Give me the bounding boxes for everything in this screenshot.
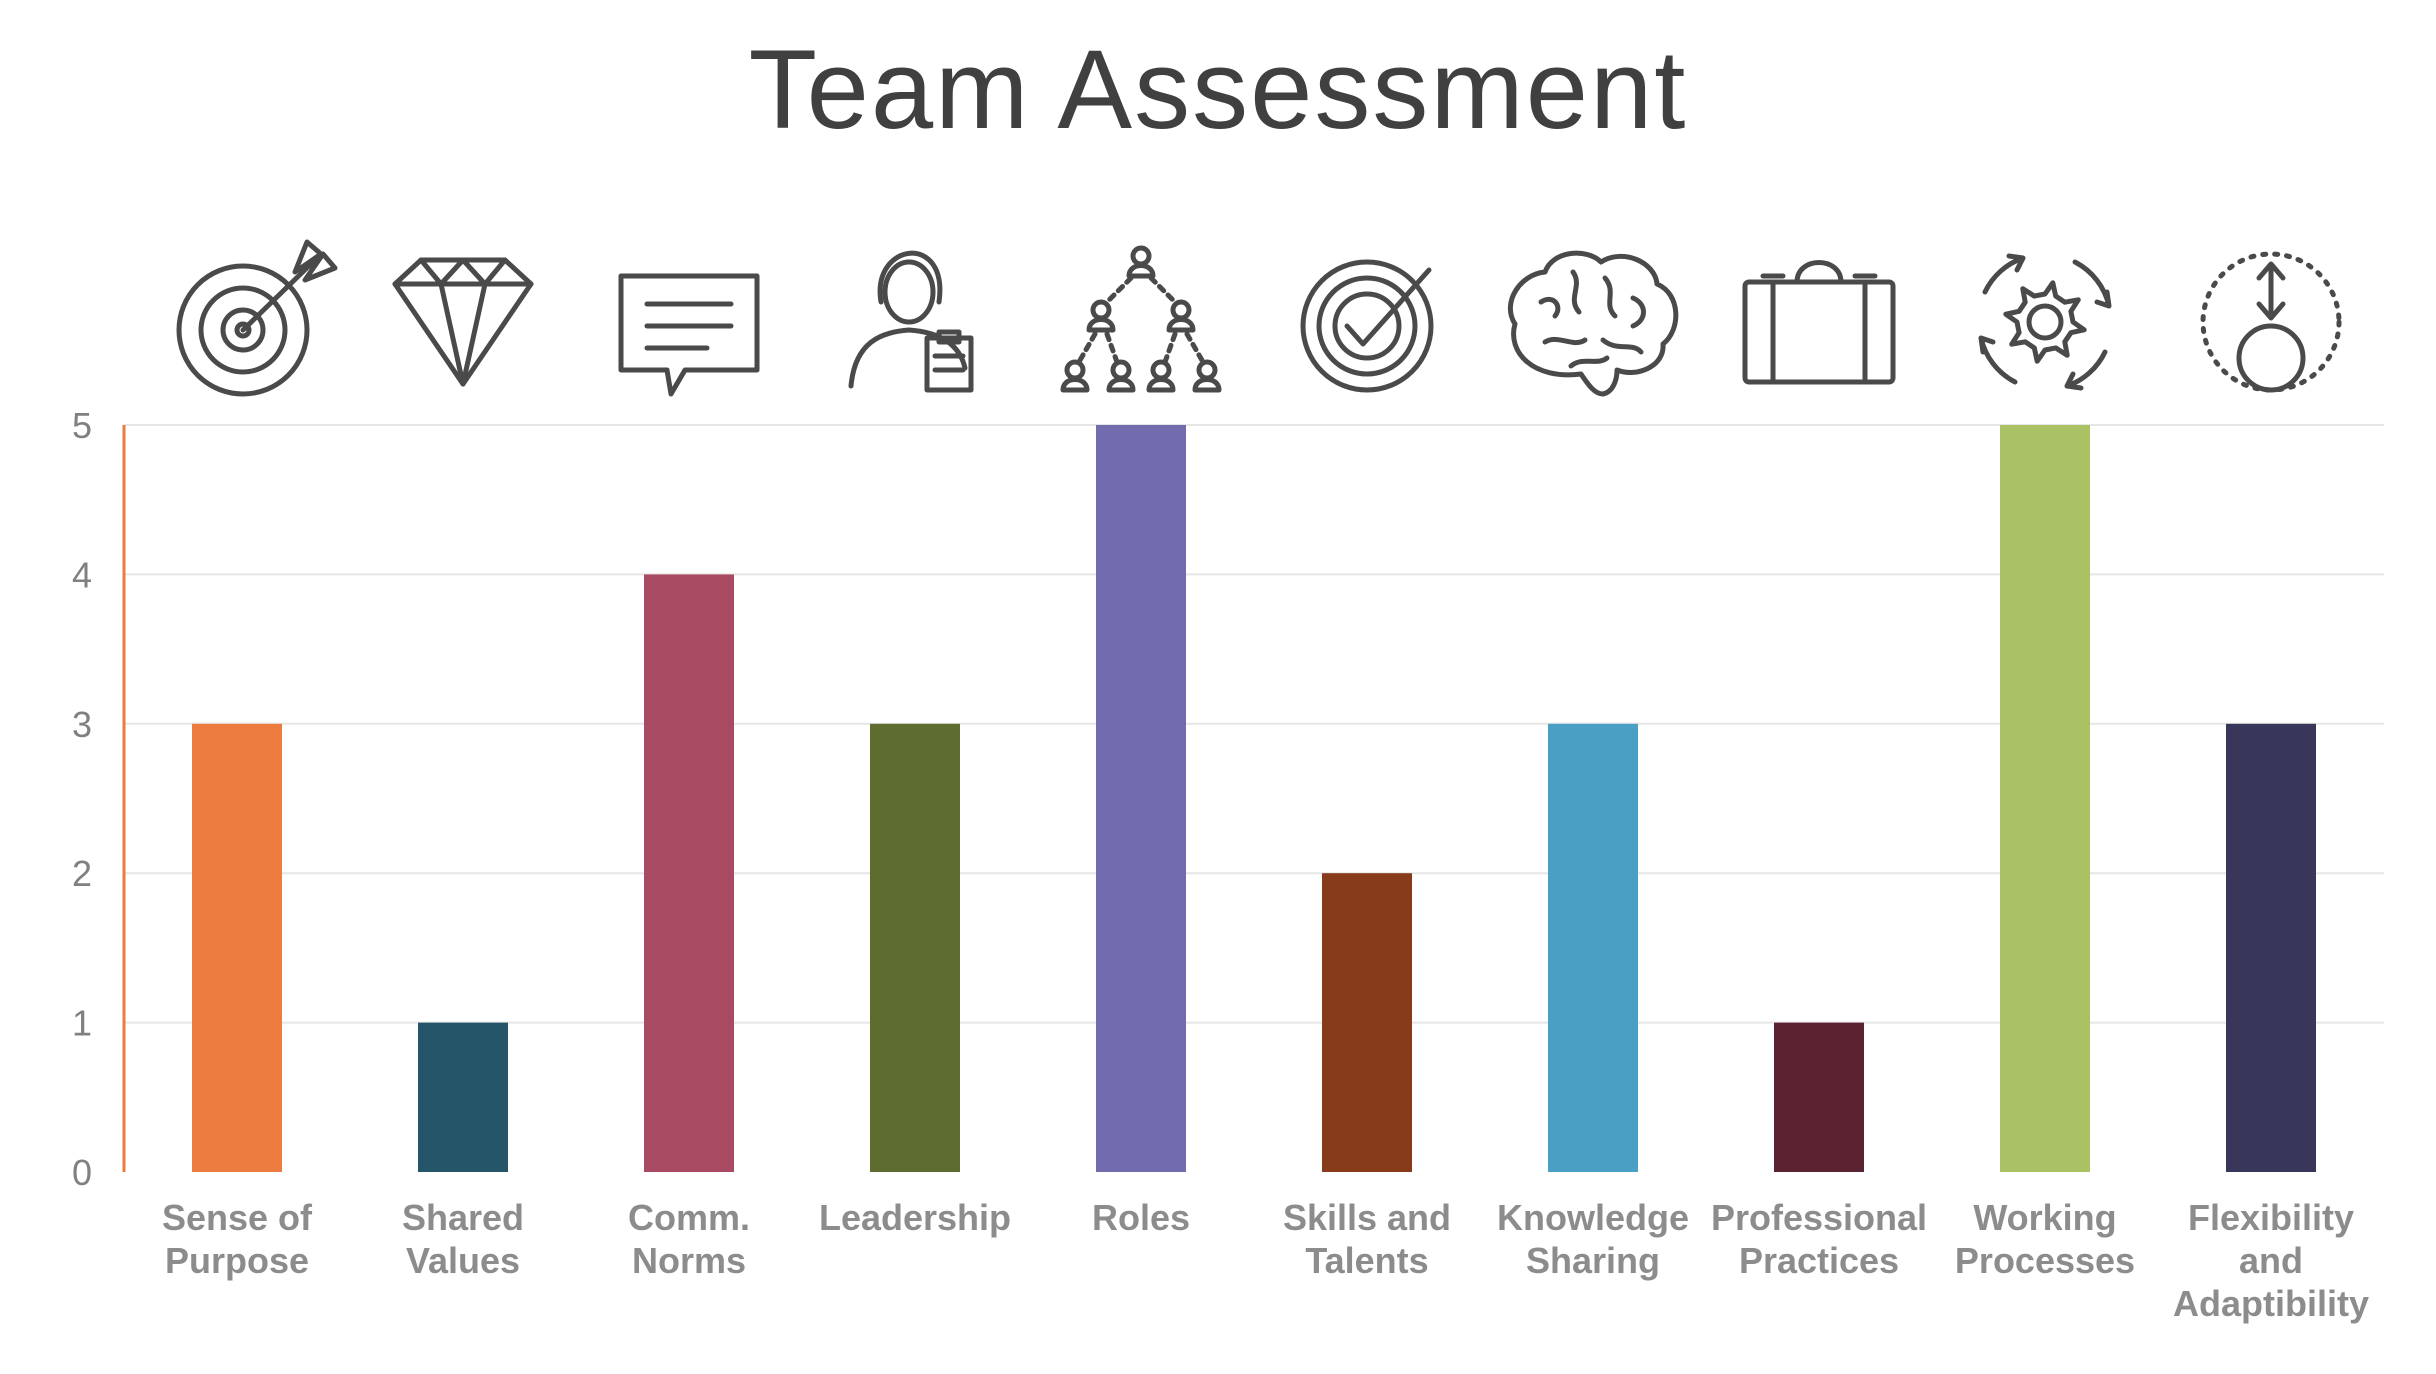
- x-tick-label: Sense of Purpose: [162, 1197, 313, 1281]
- bar: [1322, 873, 1412, 1172]
- y-tick-label: 4: [72, 554, 92, 595]
- x-tick-label: Working Processes: [1955, 1197, 2135, 1281]
- gear-cycle-icon: [1978, 253, 2112, 391]
- y-tick-label: 0: [72, 1152, 92, 1193]
- bar: [1548, 723, 1638, 1172]
- x-tick-label: Professional Practices: [1711, 1197, 1927, 1281]
- bar: [870, 723, 960, 1172]
- bar: [192, 723, 282, 1172]
- diamond-icon: [392, 257, 534, 387]
- x-tick-label: Flexibility and Adaptibility: [2173, 1197, 2369, 1324]
- speech-bubble-icon: [618, 273, 760, 397]
- x-tick-label: Comm. Norms: [628, 1197, 750, 1281]
- checkmark-target-icon: [1300, 259, 1434, 393]
- org-chart-icon: [1060, 245, 1222, 393]
- bar: [1774, 1022, 1864, 1172]
- labels: 0 1 2 3 4 5 Sense of Purpose Shared Values Comm. No…: [72, 405, 2369, 1324]
- bar: [2000, 425, 2090, 1172]
- brain-icon: [1507, 250, 1679, 397]
- person-clipboard-icon: [848, 250, 974, 393]
- x-tick-label: Shared Values: [402, 1197, 524, 1281]
- bar: [418, 1022, 508, 1172]
- category-icons: [176, 239, 2342, 397]
- flexible-circle-icon: [2200, 251, 2342, 393]
- chart-title: Team Assessment: [748, 27, 1688, 152]
- y-tick-label: 2: [72, 853, 92, 894]
- bars: [192, 425, 2316, 1172]
- x-tick-label: Leadership: [819, 1197, 1011, 1238]
- bar: [1096, 425, 1186, 1172]
- bar: [644, 574, 734, 1172]
- x-tick-label: Skills and Talents: [1283, 1197, 1451, 1281]
- y-tick-label: 3: [72, 704, 92, 745]
- y-tick-label: 5: [72, 405, 92, 446]
- x-tick-label: Knowledge Sharing: [1497, 1197, 1689, 1281]
- target-arrow-icon: [176, 239, 338, 397]
- briefcase-icon: [1742, 260, 1896, 385]
- x-tick-label: Roles: [1092, 1197, 1190, 1238]
- y-tick-label: 1: [72, 1003, 92, 1044]
- bar: [2226, 723, 2316, 1172]
